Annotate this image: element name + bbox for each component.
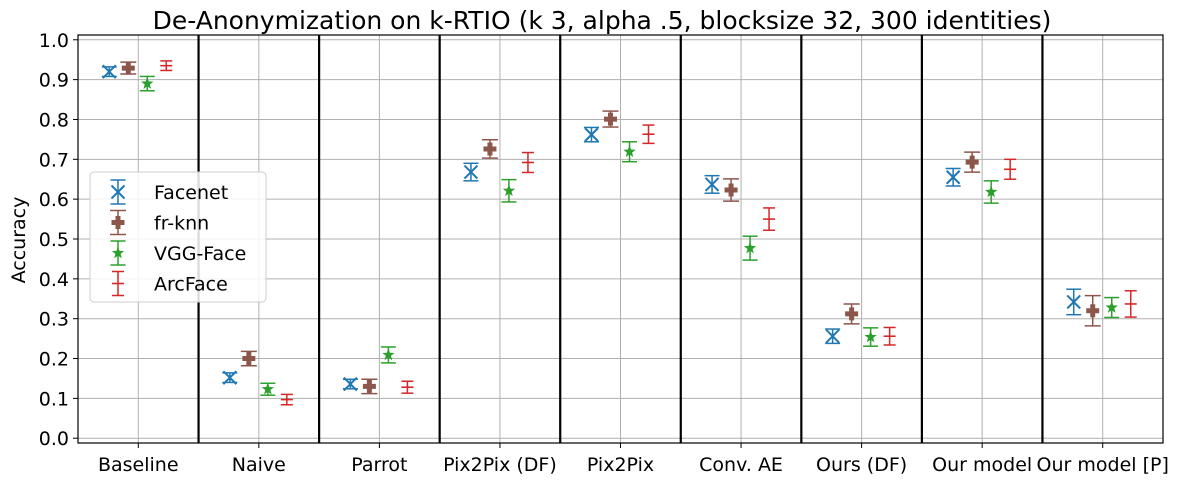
category-separators [197,35,1044,443]
x-tick-label-3: Pix2Pix (DF) [443,454,557,476]
y-axis-label: Accuracy [8,197,30,284]
point-fr-knn-Parrot [362,379,376,393]
y-tick-label-9: 0.9 [39,70,69,92]
plot-area [101,60,1137,406]
x-tick-label-7: Our model [932,454,1032,476]
y-tick-label-6: 0.6 [39,189,69,211]
point-Facenet-Pix2Pix (DF) [463,164,479,180]
legend: Facenet fr-knn VGG-Face ArcFace [89,171,267,303]
point-VGG-Face-Our model [984,185,998,198]
point-VGG-Face-Baseline [141,77,154,89]
legend-fr-knn-marker [111,216,125,229]
point-VGG-Face-Ours (DF) [864,330,877,343]
point-Facenet-Conv. AE [704,177,720,192]
x-axis: Baseline Naive Parrot Pix2Pix (DF) Pix2Pix Co… [98,443,1169,476]
legend-fr-knn-label: fr-knn [154,213,209,235]
point-VGG-Face-Conv. AE [743,241,757,254]
y-tick-label-3: 0.3 [39,309,69,331]
y-axis: 0.0 0.1 0.2 0.3 0.4 0.5 0.6 0.7 0.8 0.9 1.0 [39,30,78,450]
point-fr-knn-Naive [242,352,256,366]
x-tick-label-2: Parrot [351,454,407,476]
x-tick-label-1: Naive [232,454,286,476]
point-fr-knn-Our model [P] [1086,304,1100,318]
x-tick-label-0: Baseline [98,454,179,476]
x-tick-label-5: Conv. AE [699,454,783,476]
x-tick-label-6: Ours (DF) [816,454,907,476]
point-VGG-Face-Pix2Pix (DF) [502,184,516,197]
legend-box [89,171,267,303]
series-fr-knn [120,61,1101,395]
legend-VGG-Face-label: VGG-Face [154,243,246,265]
series-Facenet [101,64,1082,392]
y-tick-label-7: 0.7 [39,149,69,171]
y-tick-label-1: 0.1 [39,388,69,410]
series-VGG-Face [139,75,1120,396]
point-VGG-Face-Our model [P] [1105,301,1118,313]
point-Facenet-Baseline [102,64,117,79]
point-VGG-Face-Naive [261,382,275,395]
x-tick-label-8: Our model [P] [1037,454,1169,476]
legend-VGG-Face-marker [111,246,125,259]
point-fr-knn-Our model [965,155,979,169]
point-VGG-Face-Pix2Pix [623,145,636,157]
legend-Facenet-marker [110,184,126,200]
chart-title: De-Anonymization on k-RTIO (k 3, alpha .… [153,6,1052,35]
y-tick-label-2: 0.2 [39,349,69,371]
point-Facenet-Our model [P] [1066,294,1081,310]
y-tick-label-5: 0.5 [39,229,69,251]
point-Facenet-Naive [222,370,238,385]
y-tick-label-0: 0.0 [39,428,69,450]
series-ArcFace [160,60,1137,406]
point-fr-knn-Pix2Pix (DF) [483,142,497,156]
y-tick-label-4: 0.4 [39,269,69,291]
point-fr-knn-Ours (DF) [845,307,859,321]
point-VGG-Face-Parrot [382,348,395,361]
legend-ArcFace-label: ArcFace [154,274,228,296]
point-fr-knn-Conv. AE [724,183,738,197]
legend-Facenet-label: Facenet [154,182,228,204]
point-Facenet-Pix2Pix [584,127,599,142]
point-Facenet-Ours (DF) [825,329,840,344]
point-fr-knn-Pix2Pix [604,112,617,126]
point-Facenet-Parrot [343,376,358,392]
y-tick-label-8: 0.8 [39,109,69,131]
y-tick-label-10: 1.0 [39,30,69,52]
x-tick-label-4: Pix2Pix [587,454,654,476]
point-Facenet-Our model [945,170,961,185]
point-fr-knn-Baseline [121,61,135,75]
